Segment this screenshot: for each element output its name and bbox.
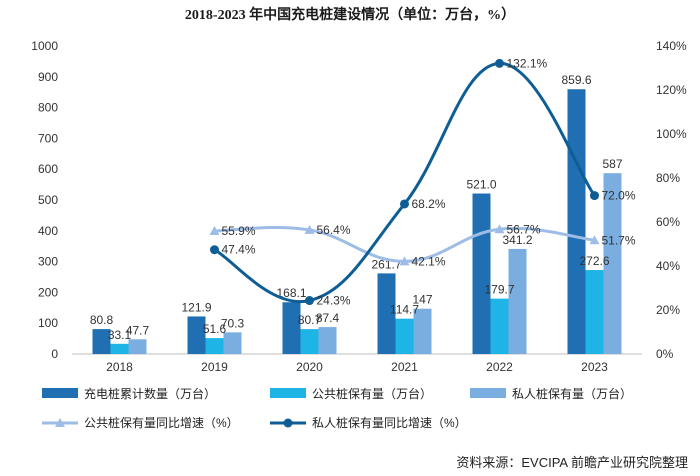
line-data-label: 56.4%: [317, 223, 351, 237]
x-tick-label: 2021: [391, 360, 418, 374]
y-right-tick-label: 140%: [656, 39, 687, 53]
line-point-marker: [495, 58, 504, 68]
bar-mark: [508, 248, 527, 354]
bar-mark: [300, 329, 319, 354]
line-data-label: 51.7%: [602, 233, 636, 247]
line-point-marker: [590, 191, 599, 201]
y-left-tick-label: 700: [38, 131, 58, 145]
chart-title: 2018-2023 年中国充电桩建设情况（单位：万台，%）: [184, 8, 516, 23]
bar-mark: [223, 332, 242, 354]
legend-swatch: [42, 388, 78, 398]
x-tick-label: 2018: [106, 360, 133, 374]
legend-label: 公共桩保有量同比增速（%）: [84, 415, 239, 430]
bar-data-label: 521.0: [466, 178, 496, 192]
line-point-marker: [209, 226, 220, 236]
y-right-tick-label: 20%: [656, 303, 680, 317]
line-series: [213, 61, 596, 304]
bar-data-label: 859.6: [561, 73, 591, 87]
y-left-tick-label: 1000: [31, 39, 58, 53]
x-tick-label: 2023: [581, 360, 608, 374]
bar-data-label: 80.7: [298, 313, 322, 327]
y-right-tick-label: 40%: [656, 259, 680, 273]
y-right-tick-label: 0%: [656, 347, 674, 361]
line-point-marker: [399, 256, 410, 266]
bar-data-label: 341.2: [502, 233, 532, 247]
bar-mark: [187, 316, 206, 354]
legend-label: 充电桩累计数量（万台）: [84, 386, 216, 401]
y-left-tick-label: 300: [38, 255, 58, 269]
bar-data-label: 168.1: [276, 286, 306, 300]
bar-mark: [472, 193, 491, 354]
line-data-label: 56.7%: [507, 222, 541, 236]
line-data-label: 55.9%: [222, 224, 256, 238]
y-left-tick-label: 900: [38, 70, 58, 84]
legend-label: 私人桩保有量（万台）: [512, 386, 632, 401]
x-tick-label: 2022: [486, 360, 513, 374]
y-right-tick-label: 60%: [656, 215, 680, 229]
line-point-marker: [304, 224, 315, 234]
line-point-marker: [400, 199, 409, 209]
bar-mark: [318, 327, 337, 354]
y-left-tick-label: 0: [51, 347, 58, 361]
bar-data-label: 121.9: [181, 300, 211, 314]
bar-data-label: 147: [412, 293, 432, 307]
line-data-label: 132.1%: [507, 56, 548, 70]
y-left-tick-label: 400: [38, 224, 58, 238]
bar-data-label: 272.6: [579, 254, 609, 268]
line-point-marker: [589, 235, 600, 245]
y-left-tick-label: 200: [38, 285, 58, 299]
line-point-marker: [305, 296, 314, 306]
bar-mark: [128, 339, 147, 354]
legend-label: 私人桩保有量同比增速（%）: [312, 415, 467, 430]
x-tick-label: 2020: [296, 360, 323, 374]
legend-label: 公共桩保有量（万台）: [312, 386, 432, 401]
bar-mark: [603, 173, 622, 354]
bar-data-label: 51.6: [203, 322, 227, 336]
bar-data-label: 87.4: [316, 311, 340, 325]
legend-swatch: [270, 388, 306, 398]
y-left-tick-label: 600: [38, 162, 58, 176]
bar-mark: [413, 308, 432, 354]
line-data-label: 47.4%: [222, 243, 256, 257]
x-tick-label: 2019: [201, 360, 228, 374]
source-note: 资料来源：EVCIPA 前瞻产业研究院整理: [456, 455, 688, 470]
bar-data-label: 47.7: [126, 323, 150, 337]
bar-mark: [282, 302, 301, 354]
y-left-tick-label: 800: [38, 101, 58, 115]
bar-data-label: 80.8: [90, 313, 114, 327]
bar-mark: [567, 89, 586, 355]
y-left-tick-label: 500: [38, 193, 58, 207]
bar-mark: [490, 298, 509, 354]
bar-data-label: 114.7: [390, 303, 419, 317]
y-right-tick-label: 80%: [656, 171, 680, 185]
y-left-tick-label: 100: [38, 316, 58, 330]
legend-marker: [283, 418, 293, 428]
line-data-label: 24.3%: [317, 294, 351, 308]
legend-marker: [55, 418, 65, 427]
bar-data-label: 70.3: [221, 316, 245, 330]
line-point-marker: [210, 245, 219, 255]
bar-data-label: 179.7: [484, 283, 514, 297]
y-right-tick-label: 120%: [656, 83, 687, 97]
bar-data-label: 587: [602, 157, 622, 171]
bar-mark: [377, 273, 396, 354]
bar-data-label: 33.1: [108, 328, 132, 342]
line-point-marker: [494, 224, 505, 234]
line-data-label: 72.0%: [602, 189, 636, 203]
bar-mark: [205, 338, 224, 354]
line-data-label: 42.1%: [412, 254, 446, 268]
bar-mark: [395, 318, 414, 354]
legend-swatch: [470, 388, 506, 398]
bar-mark: [585, 270, 604, 354]
line-data-label: 68.2%: [412, 197, 446, 211]
bar-mark: [110, 343, 129, 354]
y-right-tick-label: 100%: [656, 127, 687, 141]
bar-mark: [92, 329, 111, 354]
